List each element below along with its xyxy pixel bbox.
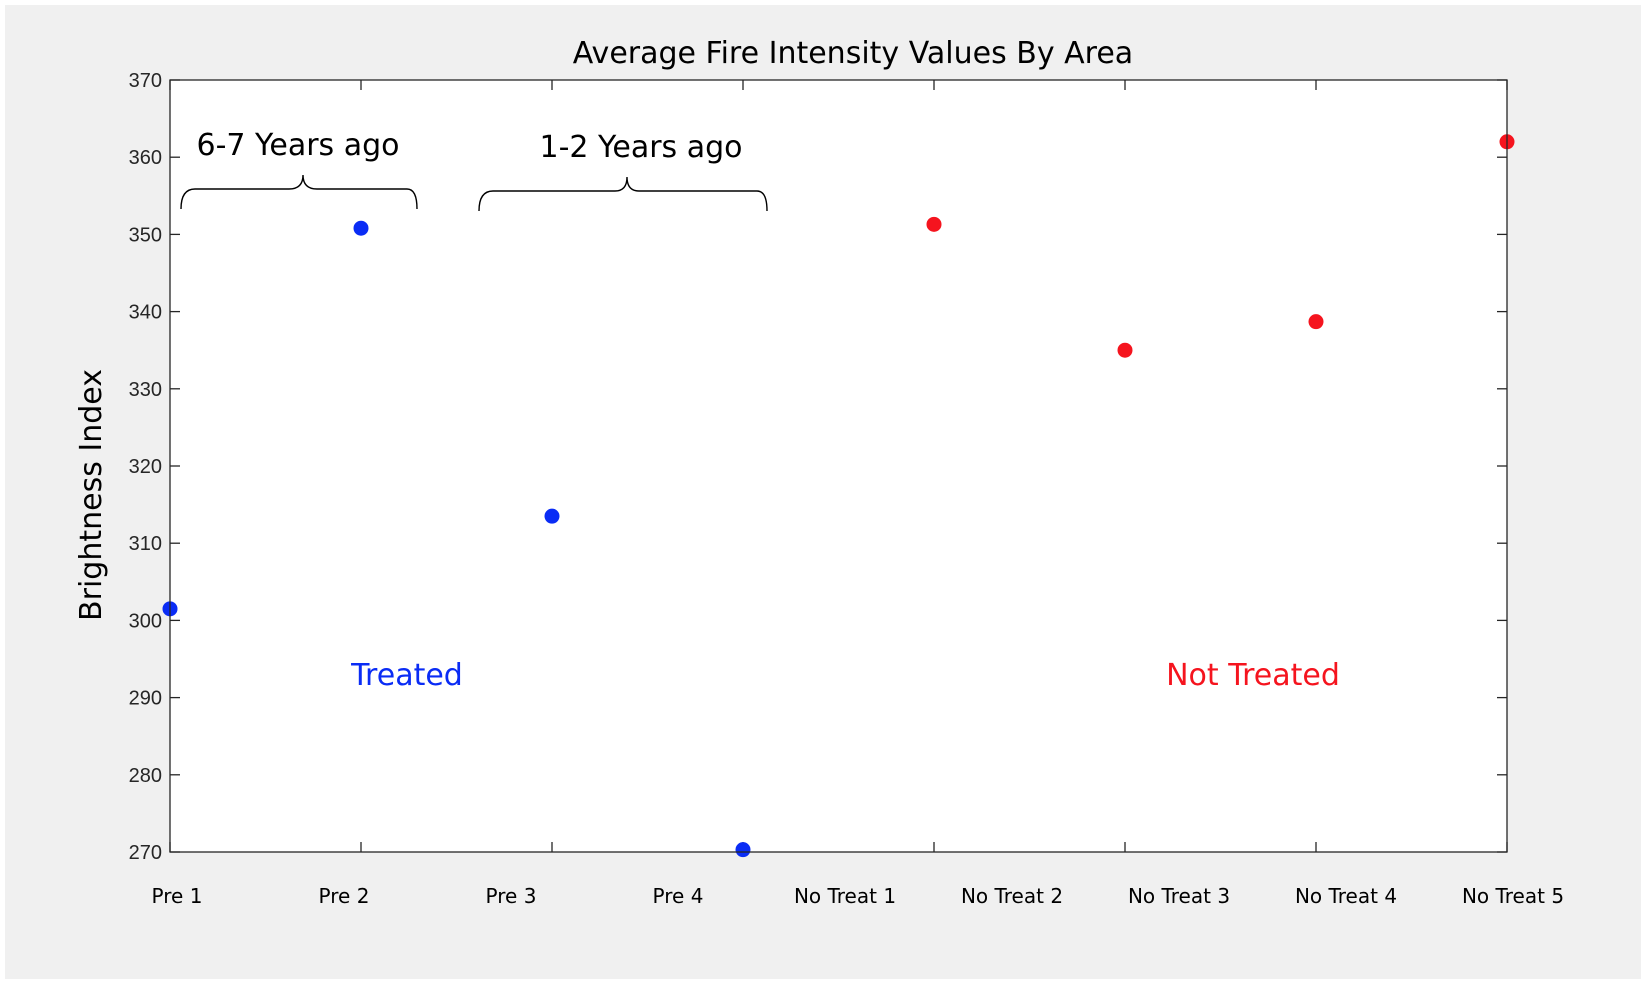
y-tick-label: 330 [129, 379, 162, 401]
y-axis-label: Brightness Index [74, 369, 109, 621]
data-point [353, 220, 369, 236]
y-tick-label: 360 [129, 147, 162, 169]
bracket-left-label: 6-7 Years ago [197, 128, 400, 163]
y-tick-label: 300 [129, 610, 162, 632]
figure-background: Average Fire Intensity Values By Area Br… [5, 5, 1641, 979]
x-category-label: Pre 1 [152, 884, 203, 908]
y-axis-ticks: 270 280 290 300 310 320 330 340 350 360 370 [129, 70, 1507, 864]
x-category-labels: Pre 1 Pre 2 Pre 3 Pre 4 No Treat 1 No Treat 2… [152, 884, 1565, 908]
chart-title: Average Fire Intensity Values By Area [573, 36, 1133, 71]
y-tick-label: 270 [129, 842, 162, 864]
data-point [735, 842, 751, 858]
x-category-label: No Treat 3 [1128, 884, 1230, 908]
data-point [1117, 342, 1133, 358]
data-point [544, 508, 560, 524]
x-category-label: Pre 3 [486, 884, 537, 908]
y-tick-label: 350 [129, 224, 162, 246]
x-category-label: Pre 4 [653, 884, 704, 908]
y-tick-label: 280 [129, 765, 162, 787]
y-tick-label: 320 [129, 456, 162, 478]
x-category-label: No Treat 1 [794, 884, 896, 908]
x-category-label: No Treat 5 [1462, 884, 1564, 908]
y-tick-label: 310 [129, 533, 162, 555]
scatter-chart: Average Fire Intensity Values By Area Br… [74, 36, 1565, 908]
y-tick-label: 340 [129, 302, 162, 324]
bracket-left [180, 174, 418, 210]
treated-label: Treated [350, 658, 463, 693]
x-category-label: No Treat 2 [961, 884, 1063, 908]
y-tick-label: 290 [129, 688, 162, 710]
bracket-right-label: 1-2 Years ago [540, 130, 743, 165]
data-point [926, 216, 942, 232]
x-category-label: No Treat 4 [1295, 884, 1397, 908]
bracket-right [478, 176, 768, 212]
not-treated-label: Not Treated [1166, 658, 1340, 693]
x-category-label: Pre 2 [319, 884, 370, 908]
plot-area [170, 80, 1507, 852]
y-tick-label: 370 [129, 70, 162, 92]
data-point [1308, 314, 1324, 330]
plot-frame [169, 79, 1508, 853]
